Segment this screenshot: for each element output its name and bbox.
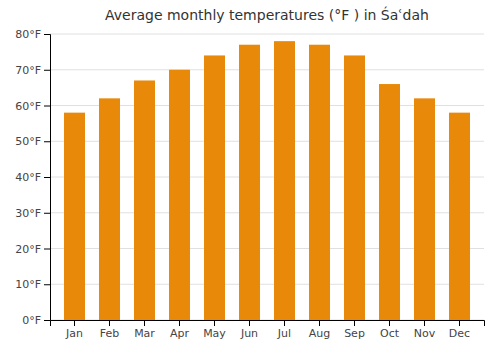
x-tick-mark xyxy=(389,320,390,326)
x-tick: Nov xyxy=(414,320,436,340)
y-tick: 30°F xyxy=(15,207,50,220)
x-tick: Jan xyxy=(65,320,83,340)
y-tick: 0°F xyxy=(22,314,50,327)
y-tick-label: 80°F xyxy=(15,28,41,41)
bar xyxy=(344,55,365,320)
y-tick: 60°F xyxy=(15,100,50,113)
x-tick: Apr xyxy=(170,320,190,340)
bar xyxy=(169,70,190,320)
x-tick-label: May xyxy=(203,327,226,340)
bar xyxy=(379,84,400,320)
title: Average monthly temperatures (°F ) in Śa… xyxy=(105,6,429,23)
x-tick-mark xyxy=(319,320,320,326)
x-tick-mark xyxy=(214,320,215,326)
chart: Jan Feb Mar Apr May Jun Jul Aug Sep Oct Nov Dec 0°F 1… xyxy=(0,0,500,350)
bar xyxy=(204,55,225,320)
y-tick-mark xyxy=(44,249,50,250)
y-tick-label: 30°F xyxy=(15,207,41,220)
x-tick: Oct xyxy=(380,320,400,340)
x-tick-label: Nov xyxy=(414,327,436,340)
y-tick-label: 20°F xyxy=(15,243,41,256)
x-tick: Mar xyxy=(134,320,155,340)
x-tick-label: Apr xyxy=(170,327,190,340)
y-tick: 80°F xyxy=(15,28,50,41)
y-tick-mark xyxy=(44,213,50,214)
y-tick: 40°F xyxy=(15,171,50,184)
bar xyxy=(134,80,155,320)
y-tick-mark xyxy=(44,141,50,142)
bar xyxy=(274,41,295,320)
x-tick: Feb xyxy=(100,320,119,340)
y-tick-label: 60°F xyxy=(15,100,41,113)
x-tick: Dec xyxy=(449,320,470,340)
x-tick-mark xyxy=(459,320,460,326)
x-tick-label: Mar xyxy=(134,327,155,340)
bars xyxy=(64,41,470,320)
y-tick-label: 50°F xyxy=(15,135,41,148)
x-tick-mark xyxy=(284,320,285,326)
grid-line xyxy=(50,69,484,70)
x-tick-mark xyxy=(74,320,75,326)
y-axis: 0°F 10°F 20°F 30°F 40°F 50°F 60°F 70°F 80°F xyxy=(15,28,50,327)
y-tick: 50°F xyxy=(15,135,50,148)
y-tick-mark xyxy=(44,70,50,71)
y-tick-label: 40°F xyxy=(15,171,41,184)
x-tick-label: Jun xyxy=(240,327,258,340)
x-tick-mark xyxy=(109,320,110,326)
x-tick-label: Dec xyxy=(449,327,470,340)
x-tick-mark xyxy=(249,320,250,326)
bar xyxy=(309,45,330,320)
plot: Jan Feb Mar Apr May Jun Jul Aug Sep Oct Nov Dec 0°F 1… xyxy=(15,28,484,340)
grid-line xyxy=(50,34,484,35)
y-tick-mark xyxy=(44,177,50,178)
y-tick: 20°F xyxy=(15,243,50,256)
x-tick: Jul xyxy=(277,320,291,340)
x-tick-mark xyxy=(144,320,145,326)
y-tick: 70°F xyxy=(15,64,50,77)
y-tick-mark xyxy=(44,284,50,285)
y-axis-line xyxy=(44,35,51,321)
x-tick-label: Aug xyxy=(309,327,330,340)
grid xyxy=(50,34,484,320)
x-axis: Jan Feb Mar Apr May Jun Jul Aug Sep Oct Nov Dec xyxy=(51,320,485,340)
x-tick-mark xyxy=(424,320,425,326)
bar xyxy=(449,113,470,320)
bar xyxy=(239,45,260,320)
x-tick-mark xyxy=(354,320,355,326)
x-tick: May xyxy=(203,320,226,340)
x-tick: Aug xyxy=(309,320,330,340)
x-tick: Sep xyxy=(344,320,365,340)
bar xyxy=(64,113,85,320)
bar xyxy=(99,98,120,320)
bar xyxy=(414,98,435,320)
y-tick-label: 70°F xyxy=(15,64,41,77)
x-tick-label: Sep xyxy=(344,327,365,340)
y-tick-mark xyxy=(44,320,50,321)
x-tick-mark xyxy=(179,320,180,326)
y-tick: 10°F xyxy=(15,278,50,291)
y-tick-label: 0°F xyxy=(22,314,41,327)
y-tick-label: 10°F xyxy=(15,278,41,291)
x-tick: Jun xyxy=(240,320,258,340)
y-tick-mark xyxy=(44,106,50,107)
x-tick-label: Jan xyxy=(65,327,83,340)
x-axis-line xyxy=(51,321,485,327)
x-tick-label: Jul xyxy=(277,327,291,340)
x-tick-label: Feb xyxy=(100,327,119,340)
x-tick-label: Oct xyxy=(380,327,400,340)
y-tick-mark xyxy=(44,34,50,35)
